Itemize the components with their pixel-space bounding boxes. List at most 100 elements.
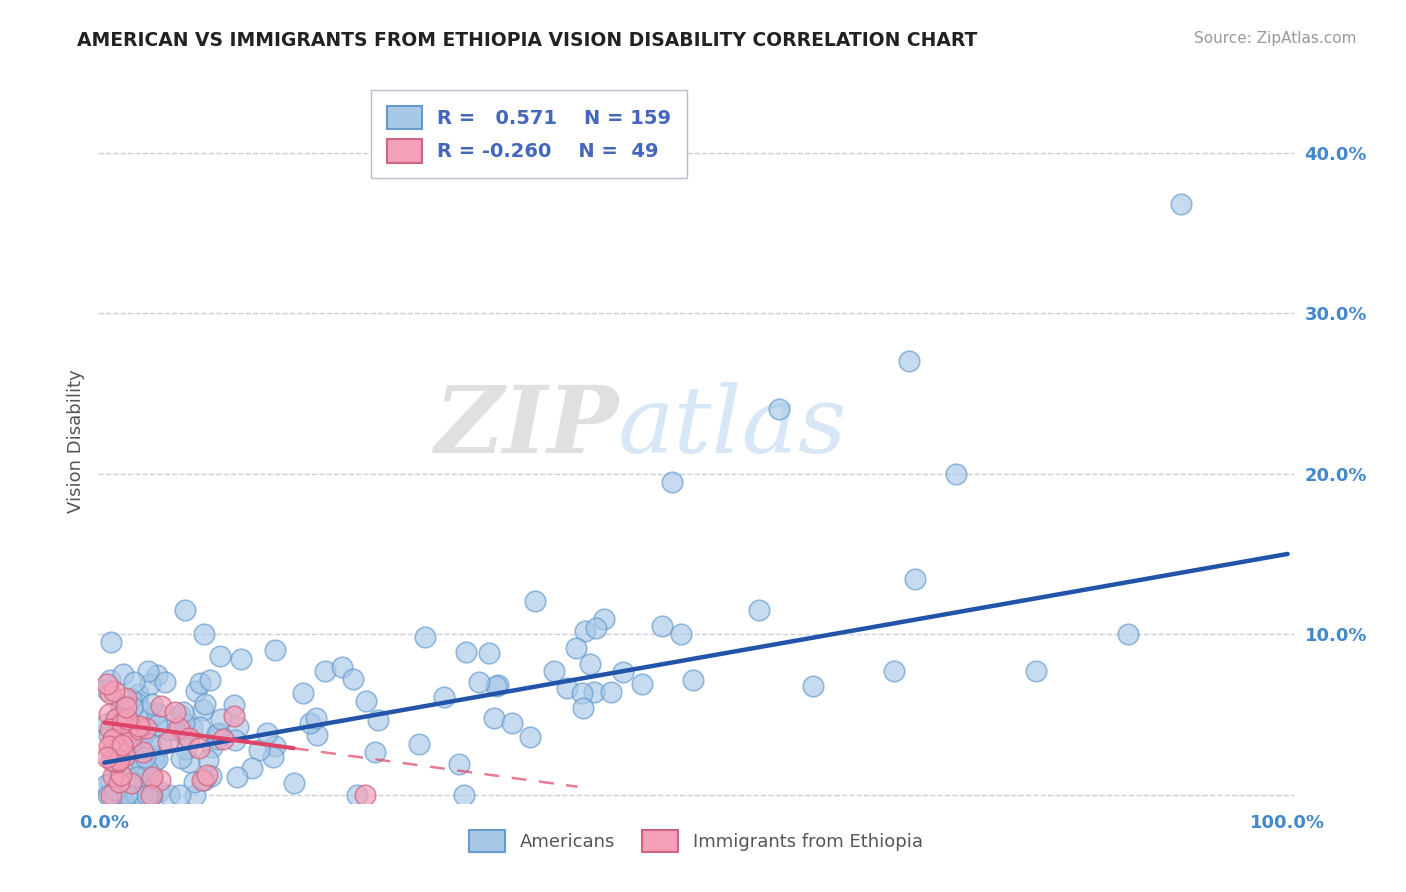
Point <box>159 788 181 802</box>
Point <box>501 716 523 731</box>
Point <box>103 769 125 783</box>
Point <box>131 756 153 771</box>
Point <box>131 726 153 740</box>
Point <box>112 666 135 681</box>
Point <box>651 618 673 632</box>
Point <box>148 784 170 798</box>
Point <box>478 646 501 660</box>
Point <box>174 742 197 756</box>
Point <box>768 402 790 417</box>
Point <box>579 657 602 672</box>
Point <box>111 716 134 731</box>
Point <box>408 738 430 752</box>
Point <box>141 697 163 711</box>
Point <box>883 665 905 679</box>
Point <box>173 716 195 731</box>
Point <box>157 723 180 738</box>
Point <box>115 788 138 802</box>
Point <box>904 573 927 587</box>
Point <box>456 645 478 659</box>
Point <box>307 728 329 742</box>
Point <box>103 749 125 764</box>
Point <box>555 681 578 696</box>
Point <box>188 676 211 690</box>
Point <box>114 749 136 764</box>
Point <box>354 694 377 708</box>
Point <box>172 705 194 719</box>
Point <box>682 673 704 687</box>
Point <box>229 651 252 665</box>
Point <box>631 677 654 691</box>
Point <box>207 731 229 746</box>
Point <box>200 769 222 783</box>
Point <box>453 788 475 802</box>
Point <box>612 665 634 680</box>
Point <box>96 677 118 691</box>
Point <box>172 727 194 741</box>
Point <box>127 788 149 802</box>
Point <box>98 673 121 687</box>
Point <box>193 627 215 641</box>
Point <box>120 776 142 790</box>
Point <box>169 751 191 765</box>
Point <box>169 788 191 802</box>
Point <box>353 788 375 802</box>
Point <box>484 710 506 724</box>
Point <box>136 788 159 802</box>
Point <box>117 711 139 725</box>
Point <box>120 692 142 706</box>
Point <box>226 720 249 734</box>
Point <box>153 674 176 689</box>
Point <box>188 741 211 756</box>
Point <box>103 788 125 802</box>
Point <box>94 716 117 731</box>
Point <box>139 677 162 691</box>
Point <box>141 770 163 784</box>
Text: AMERICAN VS IMMIGRANTS FROM ETHIOPIA VISION DISABILITY CORRELATION CHART: AMERICAN VS IMMIGRANTS FROM ETHIOPIA VIS… <box>77 31 977 50</box>
Point <box>138 665 160 679</box>
Point <box>132 773 155 788</box>
Point <box>149 738 172 752</box>
Point <box>117 763 139 777</box>
Point <box>103 748 125 763</box>
Point <box>127 696 149 710</box>
Point <box>367 714 389 728</box>
Point <box>183 788 205 802</box>
Point <box>117 787 139 801</box>
Point <box>97 739 120 753</box>
Point <box>136 764 159 778</box>
Point <box>100 743 122 757</box>
Point <box>146 718 169 732</box>
Point <box>132 704 155 718</box>
Point <box>314 664 336 678</box>
Point <box>115 715 138 730</box>
Point <box>208 725 231 739</box>
Point <box>142 755 165 769</box>
Point <box>181 721 204 735</box>
Point <box>111 705 134 719</box>
Point <box>105 710 128 724</box>
Point <box>571 686 593 700</box>
Point <box>256 725 278 739</box>
Point <box>128 722 150 736</box>
Point <box>103 732 125 747</box>
Point <box>127 687 149 701</box>
Point <box>98 722 121 736</box>
Point <box>208 648 231 663</box>
Point <box>97 788 120 802</box>
Point <box>108 774 131 789</box>
Point <box>240 761 263 775</box>
Point <box>157 734 180 748</box>
Point <box>139 737 162 751</box>
Point <box>600 685 623 699</box>
Point <box>167 721 190 735</box>
Point <box>107 729 129 743</box>
Point <box>136 788 159 802</box>
Point <box>165 723 187 737</box>
Point <box>97 707 120 722</box>
Point <box>524 594 547 608</box>
Text: Source: ZipAtlas.com: Source: ZipAtlas.com <box>1194 31 1357 46</box>
Point <box>225 771 247 785</box>
Point <box>183 775 205 789</box>
Point <box>283 776 305 790</box>
